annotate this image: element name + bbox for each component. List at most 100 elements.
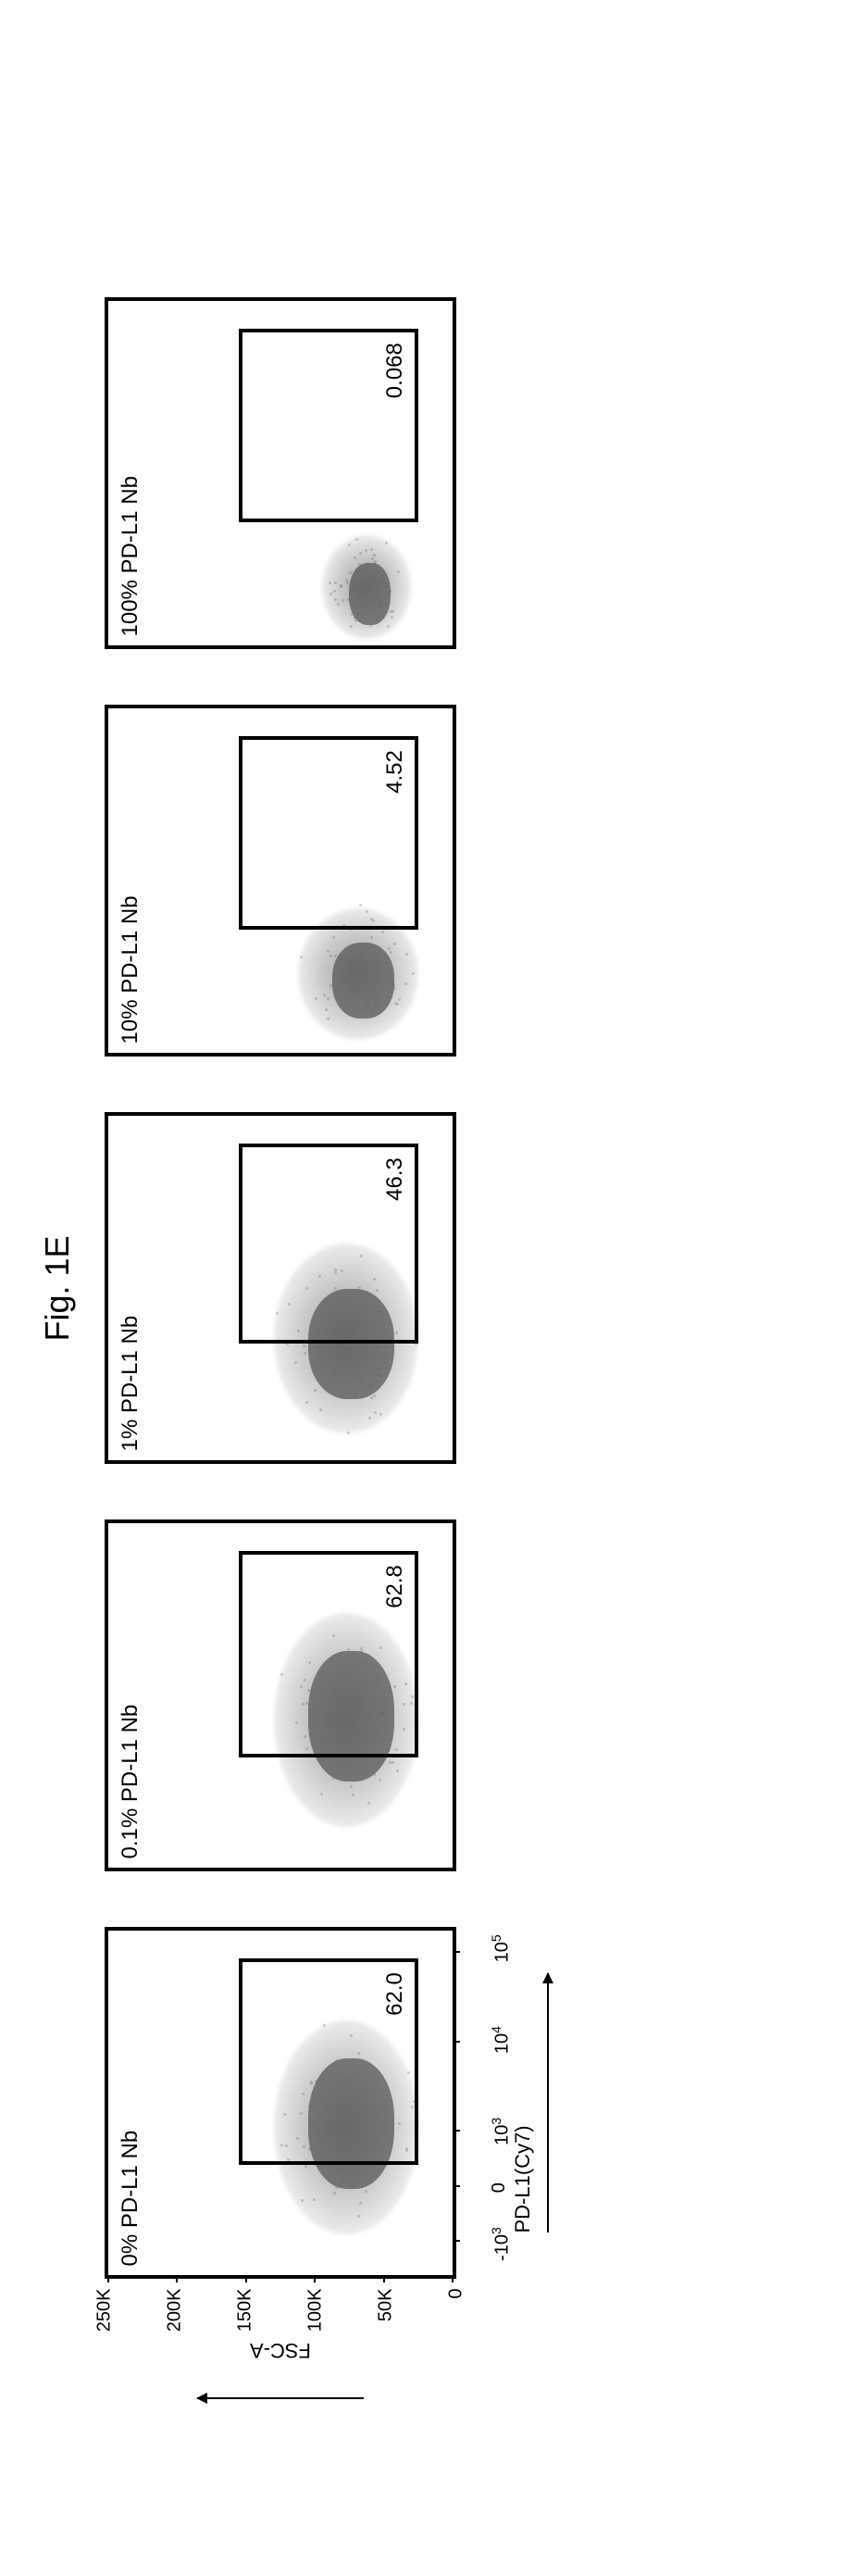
scatter-dot [350,2184,353,2187]
scatter-dot [343,1760,346,1763]
scatter-dot [384,585,387,588]
y-tick-mark [176,2275,178,2282]
scatter-dot [349,959,352,962]
plot-title: 0.1% PD-L1 Nb [118,1704,143,1858]
scatter-dot [362,595,365,598]
scatter-dot [386,624,389,627]
scatter-dot [358,2202,361,2205]
scatter-dot [312,2197,315,2200]
scatter-dot [332,2192,335,2195]
scatter-dot [365,2190,367,2193]
scatter-dot [366,981,368,983]
scatter-dot [354,1393,357,1395]
scatter-dot [326,1018,329,1020]
plot-wrapper-1: 0.1% PD-L1 Nb62.8 [105,1519,456,1871]
plot-title: 10% PD-L1 Nb [118,895,143,1044]
scatter-dot [393,1001,396,1004]
scatter-dot [338,986,341,989]
scatter-dot [388,1761,391,1764]
plot-wrapper-4: 100% PD-L1 Nb0.068 [105,297,456,649]
scatter-dot [350,582,353,585]
scatter-dot [381,617,384,619]
scatter-dot [385,962,388,965]
x-axis-title: PD-L1(Cy7) [511,2125,535,2232]
scatter-dot [347,598,350,601]
scatter-dot [340,973,342,976]
plots-row: 050K100K150K200K250KFSC-A-1030103104105P… [105,1,456,2576]
y-axis-arrow-icon [197,2397,364,2399]
scatter-dot [353,1367,355,1369]
scatter-plot: 0.1% PD-L1 Nb62.8 [105,1519,456,1871]
scatter-dot [329,581,331,583]
gate-value: 4.52 [381,750,407,794]
gate-value: 62.0 [381,1972,407,2016]
scatter-dot [358,563,361,566]
x-tick-label: 105 [489,1934,514,1962]
scatter-dot [348,1370,351,1373]
scatter-dot [329,983,332,986]
scatter-dot [381,1357,384,1359]
x-tick-mark [453,1950,460,1952]
x-tick-label: 0 [489,2182,510,2193]
y-tick-label: 0 [445,2288,466,2298]
scatter-dot [344,1009,347,1012]
scatter-dot [354,2170,357,2172]
plot-title: 0% PD-L1 Nb [118,2130,143,2266]
scatter-dot [336,603,339,606]
scatter-dot [411,972,414,975]
plot-wrapper-0: 050K100K150K200K250KFSC-A-1030103104105P… [105,1927,456,2279]
y-tick-label: 250K [93,2288,115,2332]
scatter-dot [389,590,391,593]
scatter-plot: 1% PD-L1 Nb 46.3 [105,1112,456,1464]
scatter-dot [378,601,380,604]
scatter-dot [398,997,401,1000]
scatter-dot [372,553,375,556]
scatter-dot [351,612,354,615]
scatter-dot [358,619,361,622]
scatter-dot [373,560,376,563]
scatter-dot [369,623,372,626]
scatter-dot [332,935,335,938]
scatter-dot [320,1793,323,1795]
x-tick-label: 103 [489,2117,514,2145]
scatter-dot [372,979,375,982]
gate-value: 0.068 [381,343,407,398]
scatter-dot [336,1760,339,1763]
y-tick-mark [382,2275,384,2282]
gate-value: 46.3 [381,1157,407,1201]
scatter-dot [388,995,391,998]
scatter-dot [357,1362,360,1365]
scatter-dot [369,1008,372,1011]
scatter-dot [342,2181,345,2183]
scatter-dot [354,619,356,622]
scatter-dot [352,574,354,577]
scatter-dot [391,615,393,618]
scatter-dot [387,946,390,949]
scatter-dot [385,1366,388,1369]
scatter-dot [334,954,337,957]
scatter-dot [317,1356,319,1358]
scatter-dot [338,2184,341,2187]
x-tick-mark [453,2040,460,2042]
y-tick-label: 200K [164,2288,185,2332]
scatter-dense [331,943,393,1019]
scatter-dot [300,956,303,958]
scatter-dot [346,987,349,990]
scatter-dot [319,1362,322,1365]
scatter-dot [350,990,353,993]
scatter-dot [383,1362,386,1365]
scatter-dot [331,1776,334,1779]
y-tick-mark [314,2275,316,2282]
y-tick-mark [452,2275,454,2282]
scatter-dot [360,985,363,988]
figure-container: Fig. 1E 050K100K150K200K250KFSC-A-103010… [1,1,845,2576]
scatter-dot [362,1769,365,1772]
scatter-dot [372,1380,375,1382]
scatter-dot [379,605,382,607]
scatter-dot [329,592,331,594]
x-tick-label: -103 [489,2227,514,2261]
plot-title: 1% PD-L1 Nb [118,1315,143,1451]
scatter-dot [378,1778,380,1781]
y-axis-labels: 050K100K150K200K250K [105,2288,456,2344]
scatter-dot [373,996,376,999]
